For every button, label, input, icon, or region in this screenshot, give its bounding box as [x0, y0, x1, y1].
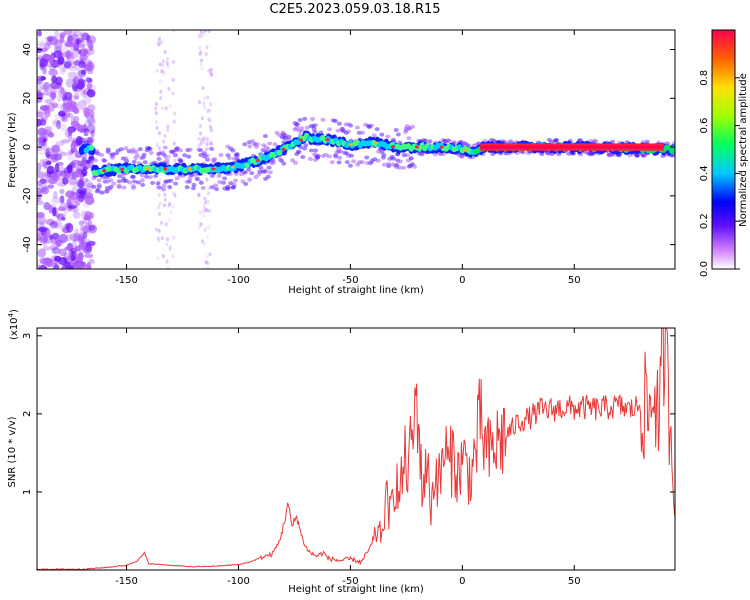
colorbar-tick-label: 0.8: [699, 70, 710, 86]
spectrogram-y-tick-label: 20: [22, 92, 33, 105]
snr-x-tick-label: 0: [459, 576, 465, 587]
colorbar-label: Normalized spectral amplitude: [738, 73, 749, 227]
spectrogram-y-tick-label: 40: [22, 43, 33, 56]
chart-title: C2E5.2023.059.03.18.R15: [269, 2, 441, 17]
snr-y-ticks: 1 2 3: [22, 333, 675, 495]
spectrogram-y-tick-label: -20: [22, 188, 33, 204]
snr-series-line: [37, 328, 675, 570]
snr-y-tick-label: 2: [22, 411, 33, 417]
colorbar-gradient: [711, 29, 736, 270]
colorbar-tick-label: 0.2: [699, 213, 710, 229]
colorbar-tick-label: 0.6: [699, 118, 710, 134]
snr-x-tick-label: -150: [115, 576, 138, 587]
spectrogram-heatmap: [37, 30, 675, 269]
spectrogram-x-tick-label: -100: [227, 275, 250, 286]
snr-scale-factor: (x104): [7, 309, 20, 340]
snr-x-ticks: -150 -100 -50 0 50: [115, 328, 581, 587]
colorbar: 0.0 0.2 0.4 0.6 0.8 Normalized spectral ampl…: [699, 29, 749, 277]
snr-y-tick-label: 1: [22, 489, 33, 495]
colorbar-ticks: 0.0 0.2 0.4 0.6 0.8: [699, 70, 740, 277]
snr-x-label: Height of straight line (km): [288, 584, 424, 595]
spectrogram-x-tick-label: -150: [115, 275, 138, 286]
colorbar-tick-label: 0.4: [699, 165, 710, 181]
spectrogram-x-tick-label: 0: [459, 275, 465, 286]
spectrogram-x-ticks: -150 -100 -50 0 50: [115, 30, 581, 286]
colorbar-tick-label: 0.0: [699, 261, 710, 277]
spectrogram-panel: -150 -100 -50 0 50 -40 -20 0 20 40 Height of str…: [7, 29, 676, 296]
spectrogram-y-tick-label: -40: [22, 236, 33, 252]
snr-x-tick-label: 50: [568, 576, 581, 587]
spectrogram-y-ticks: -40 -20 0 20 40: [22, 43, 675, 253]
spectrogram-x-tick-label: 50: [568, 275, 581, 286]
snr-x-tick-label: -100: [227, 576, 250, 587]
snr-y-tick-label: 3: [22, 333, 33, 339]
snr-y-label: SNR (10 * v/v): [7, 416, 18, 487]
snr-frame: [36, 327, 676, 571]
snr-panel: -150 -100 -50 0 50 1 2 3 Height of straight li…: [7, 309, 676, 595]
spectrogram-frame: [36, 29, 676, 270]
svg-text:(x104): (x104): [7, 309, 20, 340]
snr-x-tick-label: -50: [342, 576, 358, 587]
spectrogram-y-tick-label: 0: [22, 144, 33, 150]
spectrogram-y-label: Frequency (Hz): [7, 112, 18, 188]
spectrogram-x-tick-label: -50: [342, 275, 358, 286]
spectrogram-x-label: Height of straight line (km): [288, 285, 424, 296]
